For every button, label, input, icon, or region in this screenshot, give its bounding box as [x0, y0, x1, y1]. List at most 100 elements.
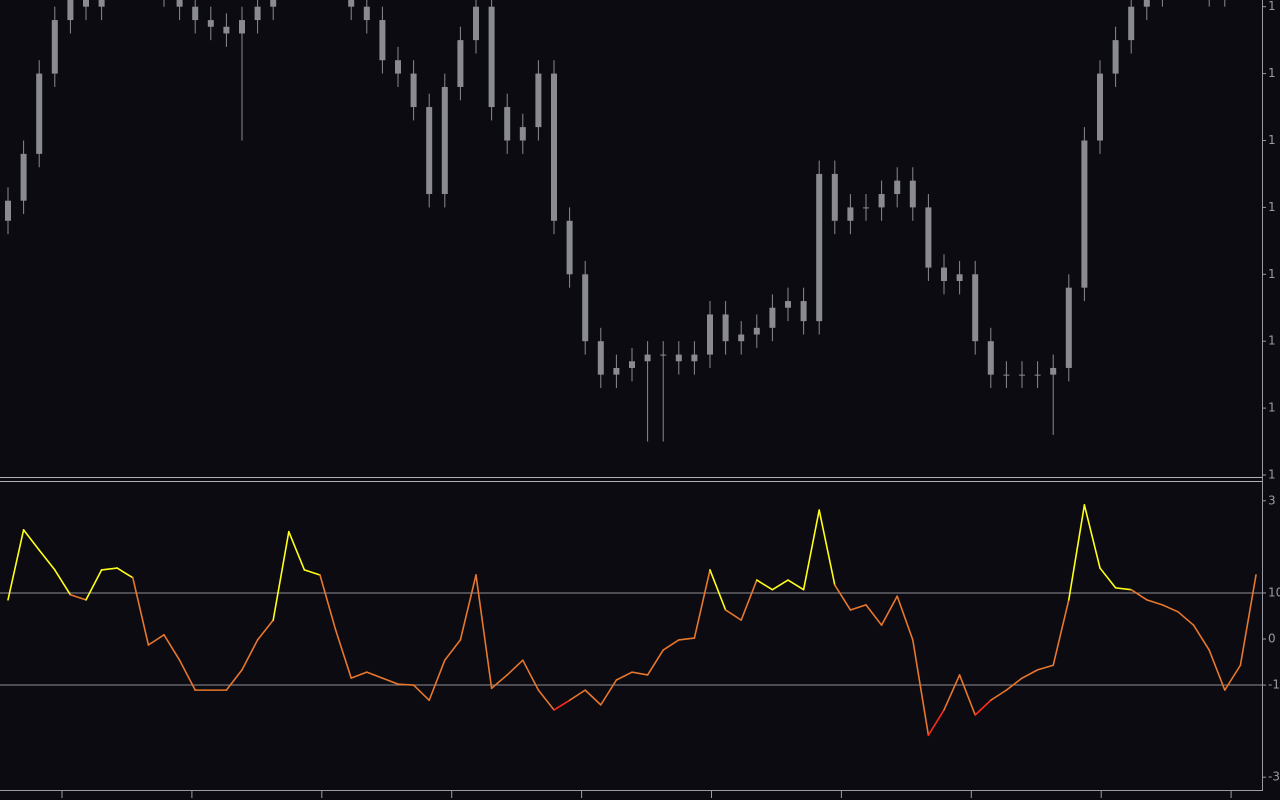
indicator-segment — [1208, 649, 1226, 691]
candle-body — [1019, 374, 1025, 376]
indicator-segment — [475, 574, 493, 690]
candle-body — [644, 354, 651, 362]
indicator-segment — [1114, 587, 1132, 591]
indicator-segment — [880, 595, 899, 626]
candle-body — [1050, 367, 1057, 375]
indicator-segment — [1021, 669, 1039, 679]
indicator-segment — [521, 659, 540, 691]
indicator-segment — [225, 669, 243, 691]
candle-body — [551, 73, 557, 221]
candle-body — [863, 207, 869, 209]
candle-body — [941, 267, 947, 281]
candle-body — [800, 301, 807, 322]
indicator-segment — [443, 639, 462, 661]
indicator-segment — [490, 674, 509, 690]
indicator-segment — [412, 684, 431, 702]
indicator-segment — [849, 604, 867, 611]
indicator-segment — [553, 699, 571, 711]
indicator-segment — [1083, 504, 1101, 569]
candle-body — [1065, 287, 1072, 368]
y-tick-label: 0 — [1268, 632, 1276, 646]
indicator-segment — [287, 530, 306, 571]
indicator-segment — [506, 659, 524, 676]
candle-body — [753, 327, 760, 335]
candle-body — [722, 314, 729, 342]
indicator-segment — [568, 689, 587, 702]
candle-body — [894, 180, 901, 195]
indicator-segment — [116, 567, 134, 579]
candle-body — [613, 367, 620, 375]
candle-body — [519, 127, 526, 141]
candle-body — [675, 354, 682, 362]
candle-body — [457, 40, 464, 87]
y-tick-label: 1 — [1268, 133, 1276, 147]
indicator-segment — [584, 689, 602, 706]
indicator-segment — [911, 639, 930, 737]
candle-body — [1003, 374, 1010, 376]
candle-body — [176, 0, 183, 7]
candle-body — [51, 20, 58, 74]
candle-body — [192, 6, 199, 21]
indicator-segment — [646, 649, 665, 676]
candle-body — [925, 207, 932, 268]
candle-body — [1081, 140, 1088, 288]
indicator-segment — [350, 671, 368, 679]
indicator-segment — [740, 579, 758, 621]
indicator-segment — [147, 634, 165, 646]
candle-body — [878, 194, 885, 208]
candle-body — [5, 200, 11, 221]
indicator-segment — [771, 579, 789, 591]
y-tick-label: 1 — [1268, 401, 1276, 415]
candle-body — [831, 173, 838, 221]
indicator-segment — [459, 574, 477, 641]
candle-body — [36, 73, 43, 154]
candle-body — [629, 361, 635, 368]
indicator-segment — [256, 619, 275, 641]
y-tick-label: 1 — [1268, 0, 1276, 13]
indicator-segment — [1099, 567, 1117, 589]
indicator-segment — [1005, 677, 1023, 691]
indicator-segment — [599, 679, 618, 706]
candle-body — [254, 6, 261, 21]
candle-body — [441, 86, 448, 195]
indicator-segment — [818, 509, 836, 586]
indicator-segment — [303, 569, 321, 576]
indicator-segment — [709, 569, 727, 611]
candle-body — [582, 274, 589, 342]
indicator-segment — [428, 659, 446, 702]
indicator-segment — [865, 604, 883, 626]
indicator-segment — [1224, 664, 1242, 691]
candle-body — [956, 274, 963, 281]
candle-body — [488, 6, 495, 108]
candle-body — [410, 73, 417, 108]
candle-body — [348, 0, 355, 7]
candle-body — [1112, 40, 1119, 74]
indicator-segment — [537, 689, 555, 711]
indicator-segment — [132, 576, 150, 646]
indicator-segment — [53, 569, 72, 596]
indicator-segment — [1146, 599, 1164, 606]
candle-body — [909, 180, 916, 208]
indicator-segment — [241, 639, 259, 671]
candle-body — [1034, 374, 1041, 376]
indicator-segment — [22, 529, 41, 551]
candle-body — [363, 6, 370, 21]
candle-body — [707, 314, 713, 355]
y-tick-label: 1 — [1268, 468, 1276, 482]
candle-body — [1143, 0, 1150, 7]
candle-body — [207, 20, 214, 27]
candle-body — [566, 220, 573, 275]
y-tick-label: 3 — [1268, 493, 1276, 507]
y-tick-label: -3 — [1268, 770, 1280, 784]
candle-body — [535, 73, 542, 128]
indicator-segment — [397, 683, 415, 686]
indicator-segment — [1239, 574, 1257, 667]
indicator-segment — [787, 579, 805, 591]
candle-body — [785, 301, 791, 308]
indicator-segment — [365, 671, 384, 679]
candle-body — [847, 207, 854, 221]
candle-body — [83, 0, 89, 7]
indicator-segment — [631, 671, 649, 676]
candle-body — [597, 341, 604, 375]
candle-body — [738, 334, 745, 342]
